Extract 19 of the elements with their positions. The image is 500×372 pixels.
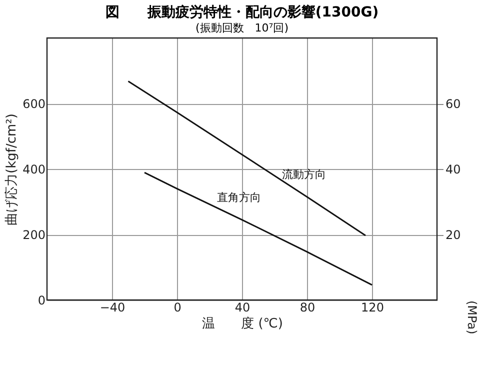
y2-axis-title: (MPa) (464, 300, 479, 334)
y-tick-label: 400 (22, 162, 46, 176)
y-axis-title: 曲げ応力(kgf/cm²) (4, 114, 20, 226)
chart-title: 図 振動疲労特性・配向の影響(1300G) (105, 3, 379, 20)
y-tick-label: 200 (22, 228, 46, 242)
x-tick-label: 40 (234, 300, 250, 314)
y2-tick-label: 40 (446, 162, 461, 176)
line-series (128, 80, 366, 236)
x-tick-label: −40 (100, 300, 126, 314)
y2-tick-label: 20 (446, 228, 461, 242)
x-tick-label: 0 (174, 300, 182, 314)
x-tick-label: 80 (300, 300, 316, 314)
y2-tick-label: 60 (446, 97, 461, 111)
chart-subtitle: (振動回数 10⁷回) (196, 21, 288, 34)
y-tick-label: 600 (22, 97, 46, 111)
x-axis-title: 温 度 (℃) (202, 316, 283, 332)
series-label: 流動方向 (282, 168, 326, 181)
series-label: 直角方向 (217, 190, 261, 204)
x-tick-label: 120 (361, 300, 384, 314)
